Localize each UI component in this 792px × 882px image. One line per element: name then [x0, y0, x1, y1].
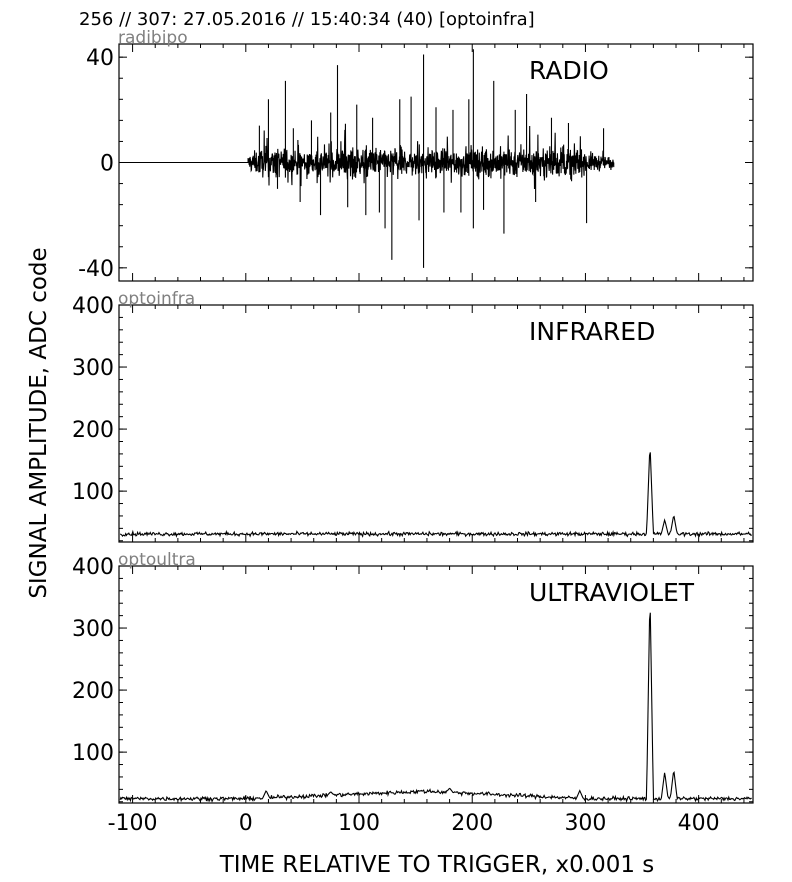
- x-tick-label: -100: [108, 811, 158, 836]
- panel-frame: [118, 43, 754, 282]
- y-tick-label: 300: [72, 356, 114, 381]
- panel-infrared: 100 200 300 400 optoinfra INFRARED: [72, 289, 754, 543]
- y-tick-label: 200: [72, 418, 114, 443]
- panel-frame: [118, 565, 754, 804]
- x-tick-label: 200: [451, 811, 493, 836]
- y-tick-label: 40: [86, 46, 114, 71]
- y-tick-label: 100: [72, 741, 114, 766]
- y-tick-label: -40: [78, 257, 114, 282]
- y-tick-label: 300: [72, 617, 114, 642]
- panel-annotation: ULTRAVIOLET: [529, 578, 695, 607]
- x-tick-label: 400: [678, 811, 720, 836]
- y-tick-label: 400: [72, 294, 114, 319]
- series-line-0: [119, 612, 752, 803]
- y-tick-label: 200: [72, 679, 114, 704]
- series-line-0: [119, 452, 753, 538]
- y-tick-label: 0: [100, 152, 114, 177]
- figure-header: 256 // 307: 27.05.2016 // 15:40:34 (40) …: [79, 9, 535, 30]
- panel-frame: [118, 304, 754, 543]
- y-tick-label: 400: [72, 555, 114, 580]
- x-tick-label: 300: [564, 811, 606, 836]
- series-line-0: [119, 49, 615, 268]
- panel-annotation: RADIO: [529, 56, 609, 85]
- x-tick-label: 0: [239, 811, 253, 836]
- panel-source-label: optoinfra: [118, 289, 195, 309]
- panel-source-label: radibipo: [118, 28, 188, 48]
- x-axis-label: TIME RELATIVE TO TRIGGER, x0.001 s: [219, 852, 655, 878]
- y-tick-label: 100: [72, 480, 114, 505]
- panel-source-label: optoultra: [118, 550, 196, 570]
- panel-annotation: INFRARED: [529, 317, 655, 346]
- y-axis-label: SIGNAL AMPLITUDE, ADC code: [26, 247, 52, 598]
- x-tick-label: 100: [338, 811, 380, 836]
